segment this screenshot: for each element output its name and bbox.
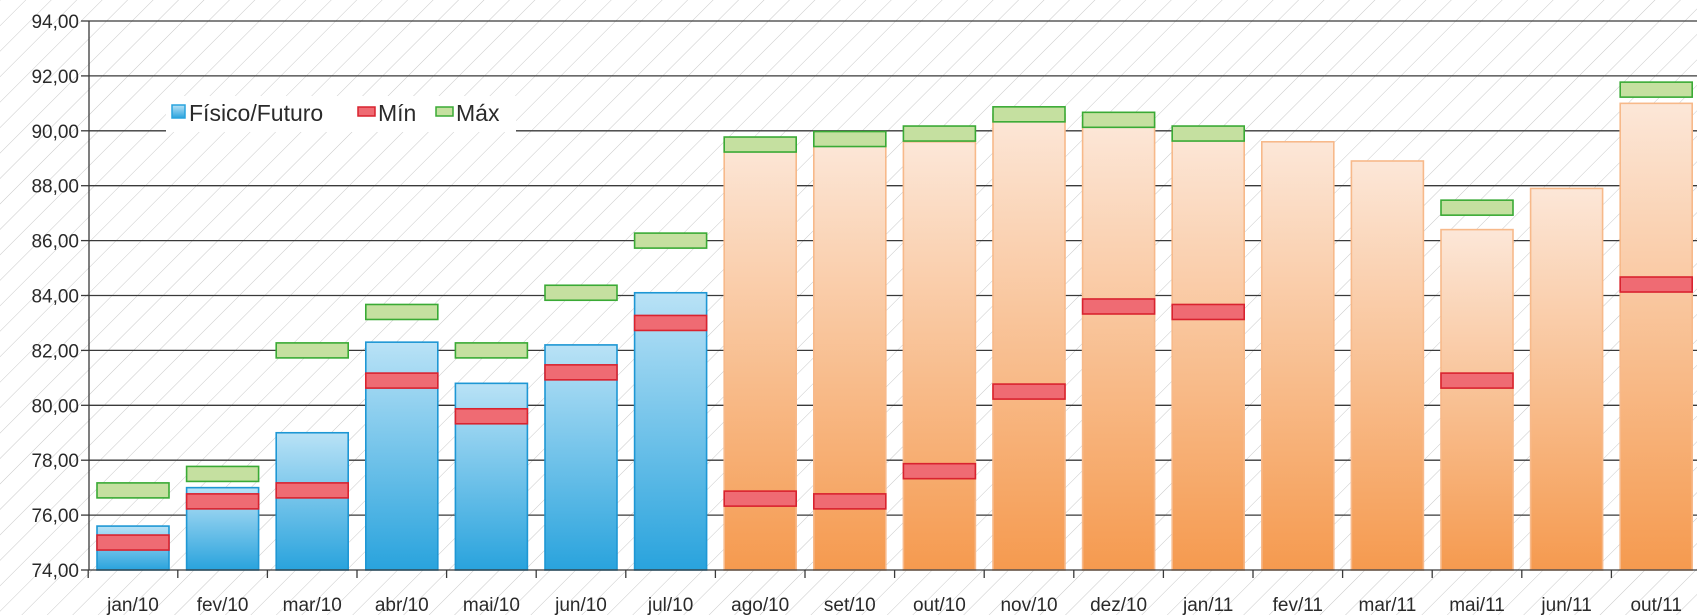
x-tick-label: mai/11: [1449, 595, 1505, 615]
min-marker: [633, 314, 708, 332]
x-tick-label: mar/11: [1359, 595, 1417, 615]
min-marker: [1081, 298, 1156, 315]
legend-swatch-fisico: [171, 104, 186, 119]
x-tick-label: ago/10: [731, 595, 789, 615]
x-axis: jan/10 fev/10 mar/10 abr/10 mai/10 jun/10 jul/…: [87, 569, 1697, 615]
x-tick-label: fev/11: [1273, 595, 1323, 615]
x-tick-label: dez/10: [1090, 595, 1147, 615]
min-marker: [1619, 276, 1693, 293]
max-marker: [1081, 111, 1156, 129]
x-tick-label: jan/11: [1182, 595, 1233, 615]
bar-fisico-futuro: [544, 344, 618, 571]
min-marker: [275, 482, 350, 499]
y-tick-label: 86,00: [31, 232, 79, 253]
legend-label-max: Máx: [456, 100, 500, 126]
min-marker: [902, 462, 977, 480]
x-tick-label: out/10: [913, 595, 966, 615]
min-marker: [723, 490, 798, 507]
bar-fisico-futuro: [1261, 140, 1335, 571]
y-axis: 74,00 76,00 78,00 80,00 82,00 84,00 86,00 88,00…: [31, 12, 90, 582]
min-marker: [454, 407, 529, 425]
max-markers: [96, 81, 1693, 499]
bar-fisico-futuro: [992, 113, 1066, 571]
max-marker: [185, 465, 260, 483]
max-marker: [992, 106, 1066, 123]
max-marker: [633, 232, 708, 249]
y-tick-label: 82,00: [31, 341, 79, 362]
bar-fisico-futuro: [633, 291, 708, 571]
bar-fisico-futuro: [1081, 121, 1156, 571]
bar-fisico-futuro: [1350, 160, 1425, 571]
max-marker: [364, 303, 439, 321]
bar-fisico-futuro: [1440, 228, 1514, 571]
min-marker: [1171, 303, 1245, 321]
y-tick-label: 80,00: [31, 396, 79, 417]
min-marker: [544, 364, 618, 381]
min-marker: [812, 493, 887, 510]
max-marker: [1171, 125, 1245, 142]
max-marker: [544, 284, 618, 302]
x-tick-label: jul/10: [647, 595, 693, 615]
x-tick-label: mai/10: [463, 595, 520, 615]
x-tick-label: jan/10: [106, 595, 159, 615]
x-tick-label: nov/10: [1000, 595, 1057, 615]
x-tick-label: jun/11: [1540, 595, 1591, 615]
bars: [96, 102, 1693, 571]
max-marker: [96, 482, 170, 499]
bar-fisico-futuro: [1171, 132, 1245, 571]
min-marker: [96, 534, 170, 551]
y-tick-label: 94,00: [31, 12, 79, 33]
max-marker: [723, 136, 798, 153]
max-marker: [1619, 81, 1693, 98]
x-tick-label: mar/10: [283, 595, 342, 615]
min-marker: [364, 372, 439, 389]
y-tick-label: 88,00: [31, 177, 79, 198]
min-marker: [992, 383, 1066, 400]
legend-background: [166, 96, 516, 132]
legend-swatch-max: [435, 106, 454, 117]
legend-label-fisico: Físico/Futuro: [189, 100, 323, 126]
max-marker: [1440, 199, 1514, 216]
y-tick-label: 74,00: [31, 561, 79, 582]
y-tick-label: 92,00: [31, 67, 79, 88]
y-tick-label: 76,00: [31, 506, 79, 527]
max-marker: [812, 130, 887, 148]
y-tick-label: 90,00: [31, 122, 79, 143]
legend-swatch-min: [357, 106, 376, 117]
min-marker: [185, 493, 260, 510]
x-tick-label: out/11: [1630, 595, 1681, 615]
legend: Físico/Futuro Mín Máx: [166, 96, 516, 132]
x-tick-label: set/10: [824, 595, 876, 615]
bar-fisico-futuro: [275, 431, 350, 571]
min-marker: [1440, 372, 1514, 389]
max-marker: [902, 125, 977, 142]
min-markers: [96, 276, 1693, 551]
bar-fisico-futuro: [1529, 187, 1604, 571]
x-tick-label: abr/10: [375, 595, 429, 615]
max-marker: [275, 342, 350, 359]
y-tick-label: 84,00: [31, 287, 79, 308]
y-tick-label: 78,00: [31, 451, 79, 472]
bar-fisico-futuro: [1619, 102, 1693, 571]
x-tick-label: jun/10: [554, 595, 607, 615]
legend-label-min: Mín: [378, 100, 416, 126]
max-marker: [454, 342, 529, 359]
bar-fisico-futuro: [902, 140, 977, 571]
x-tick-label: fev/10: [197, 595, 249, 615]
